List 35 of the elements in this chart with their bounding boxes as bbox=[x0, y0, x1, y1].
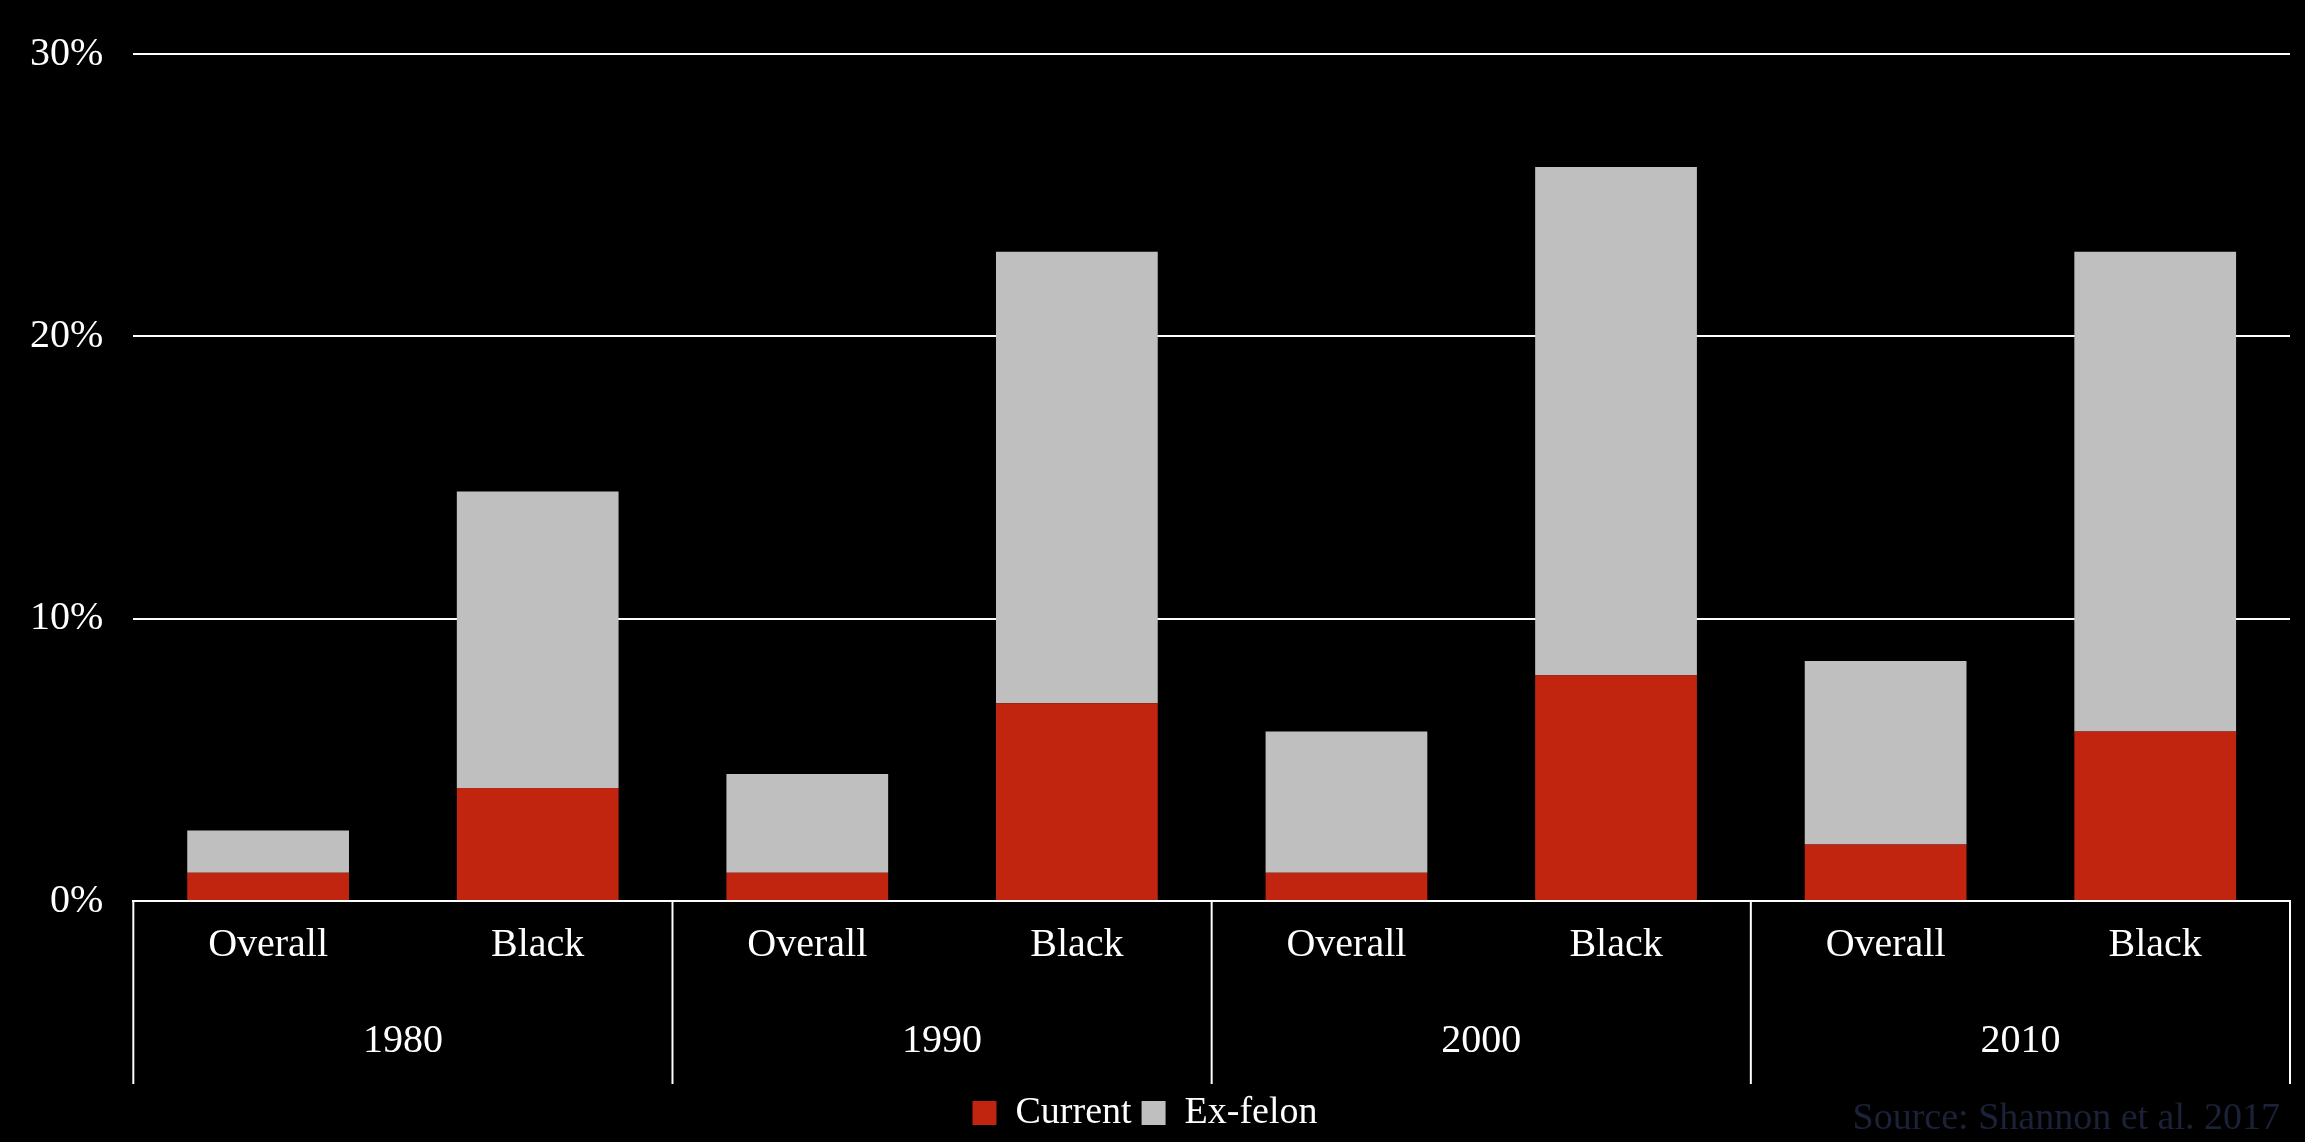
text: 2010 bbox=[1980, 1016, 2061, 1061]
bar bbox=[1804, 661, 1967, 845]
bar bbox=[2074, 731, 2237, 900]
y-tick-label: 20% bbox=[29, 310, 104, 356]
bar bbox=[1804, 844, 1967, 900]
y-tick-label: 10% bbox=[29, 593, 104, 639]
x-tick-label: Overall bbox=[1825, 919, 1946, 965]
bar bbox=[456, 788, 619, 900]
bar bbox=[1535, 675, 1697, 900]
x-tick-label: Overall bbox=[208, 919, 329, 965]
y-tick-label: 30% bbox=[29, 28, 104, 74]
text: 1990 bbox=[902, 1016, 983, 1061]
bar bbox=[456, 491, 619, 789]
source-note: Source: Shannon et al. 2017 bbox=[1852, 1094, 2280, 1137]
bar bbox=[995, 251, 1158, 704]
legend-label: Current bbox=[1015, 1088, 1133, 1131]
bar bbox=[2074, 251, 2237, 732]
y-tick-label: 0% bbox=[49, 875, 104, 921]
text: 2000 bbox=[1441, 1016, 1522, 1061]
bar bbox=[726, 773, 889, 873]
bar bbox=[995, 703, 1158, 900]
bar bbox=[726, 872, 889, 900]
x-tick-label: Overall bbox=[1286, 919, 1407, 965]
bar bbox=[1265, 731, 1428, 873]
bar bbox=[1535, 166, 1697, 676]
x-tick-label: Overall bbox=[747, 919, 868, 965]
bar bbox=[187, 830, 349, 873]
x-tick-label: Black bbox=[1569, 919, 1663, 965]
text: 1980 bbox=[362, 1016, 443, 1061]
bar bbox=[187, 872, 349, 900]
x-tick-label: Black bbox=[2108, 919, 2202, 965]
legend-label: Ex-felon bbox=[1184, 1088, 1318, 1131]
x-tick-label: Black bbox=[491, 919, 585, 965]
x-tick-label: Black bbox=[1030, 919, 1124, 965]
bar bbox=[1265, 872, 1428, 900]
